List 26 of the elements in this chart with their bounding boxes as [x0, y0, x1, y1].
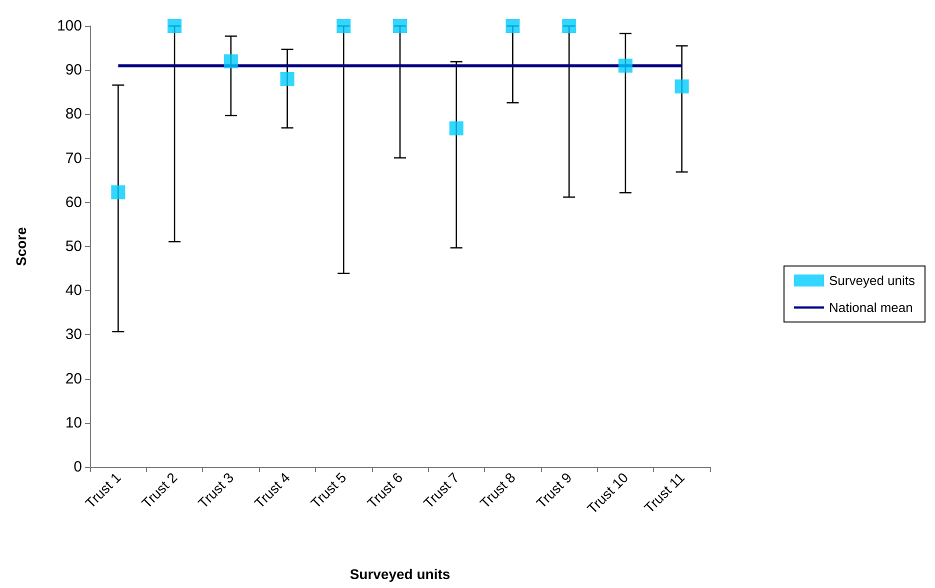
point — [111, 185, 126, 200]
y-tick-label: 70 — [65, 150, 82, 167]
legend-label: National mean — [829, 300, 913, 315]
y-tick-label: 20 — [65, 370, 82, 388]
point — [674, 79, 689, 94]
point — [449, 121, 464, 136]
y-tick-label: 10 — [65, 414, 82, 432]
point — [168, 19, 182, 33]
point — [618, 58, 632, 73]
y-tick-label: 60 — [65, 194, 82, 211]
x-axis-title: Surveyed units — [350, 566, 450, 582]
legend-label: Surveyed units — [829, 273, 916, 288]
point — [336, 19, 351, 33]
y-tick-label: 80 — [65, 106, 82, 123]
y-tick-label: 90 — [65, 62, 82, 79]
y-tick-label: 100 — [56, 18, 82, 34]
point — [562, 19, 576, 33]
point — [224, 54, 238, 68]
y-tick-label: 40 — [65, 282, 82, 300]
y-tick-label: 0 — [74, 458, 82, 476]
y-tick-label: 30 — [65, 326, 82, 344]
y-tick-label: 50 — [65, 238, 82, 255]
point — [280, 72, 294, 86]
point — [393, 19, 407, 33]
y-axis-title: Score — [13, 226, 29, 266]
point — [506, 19, 520, 33]
